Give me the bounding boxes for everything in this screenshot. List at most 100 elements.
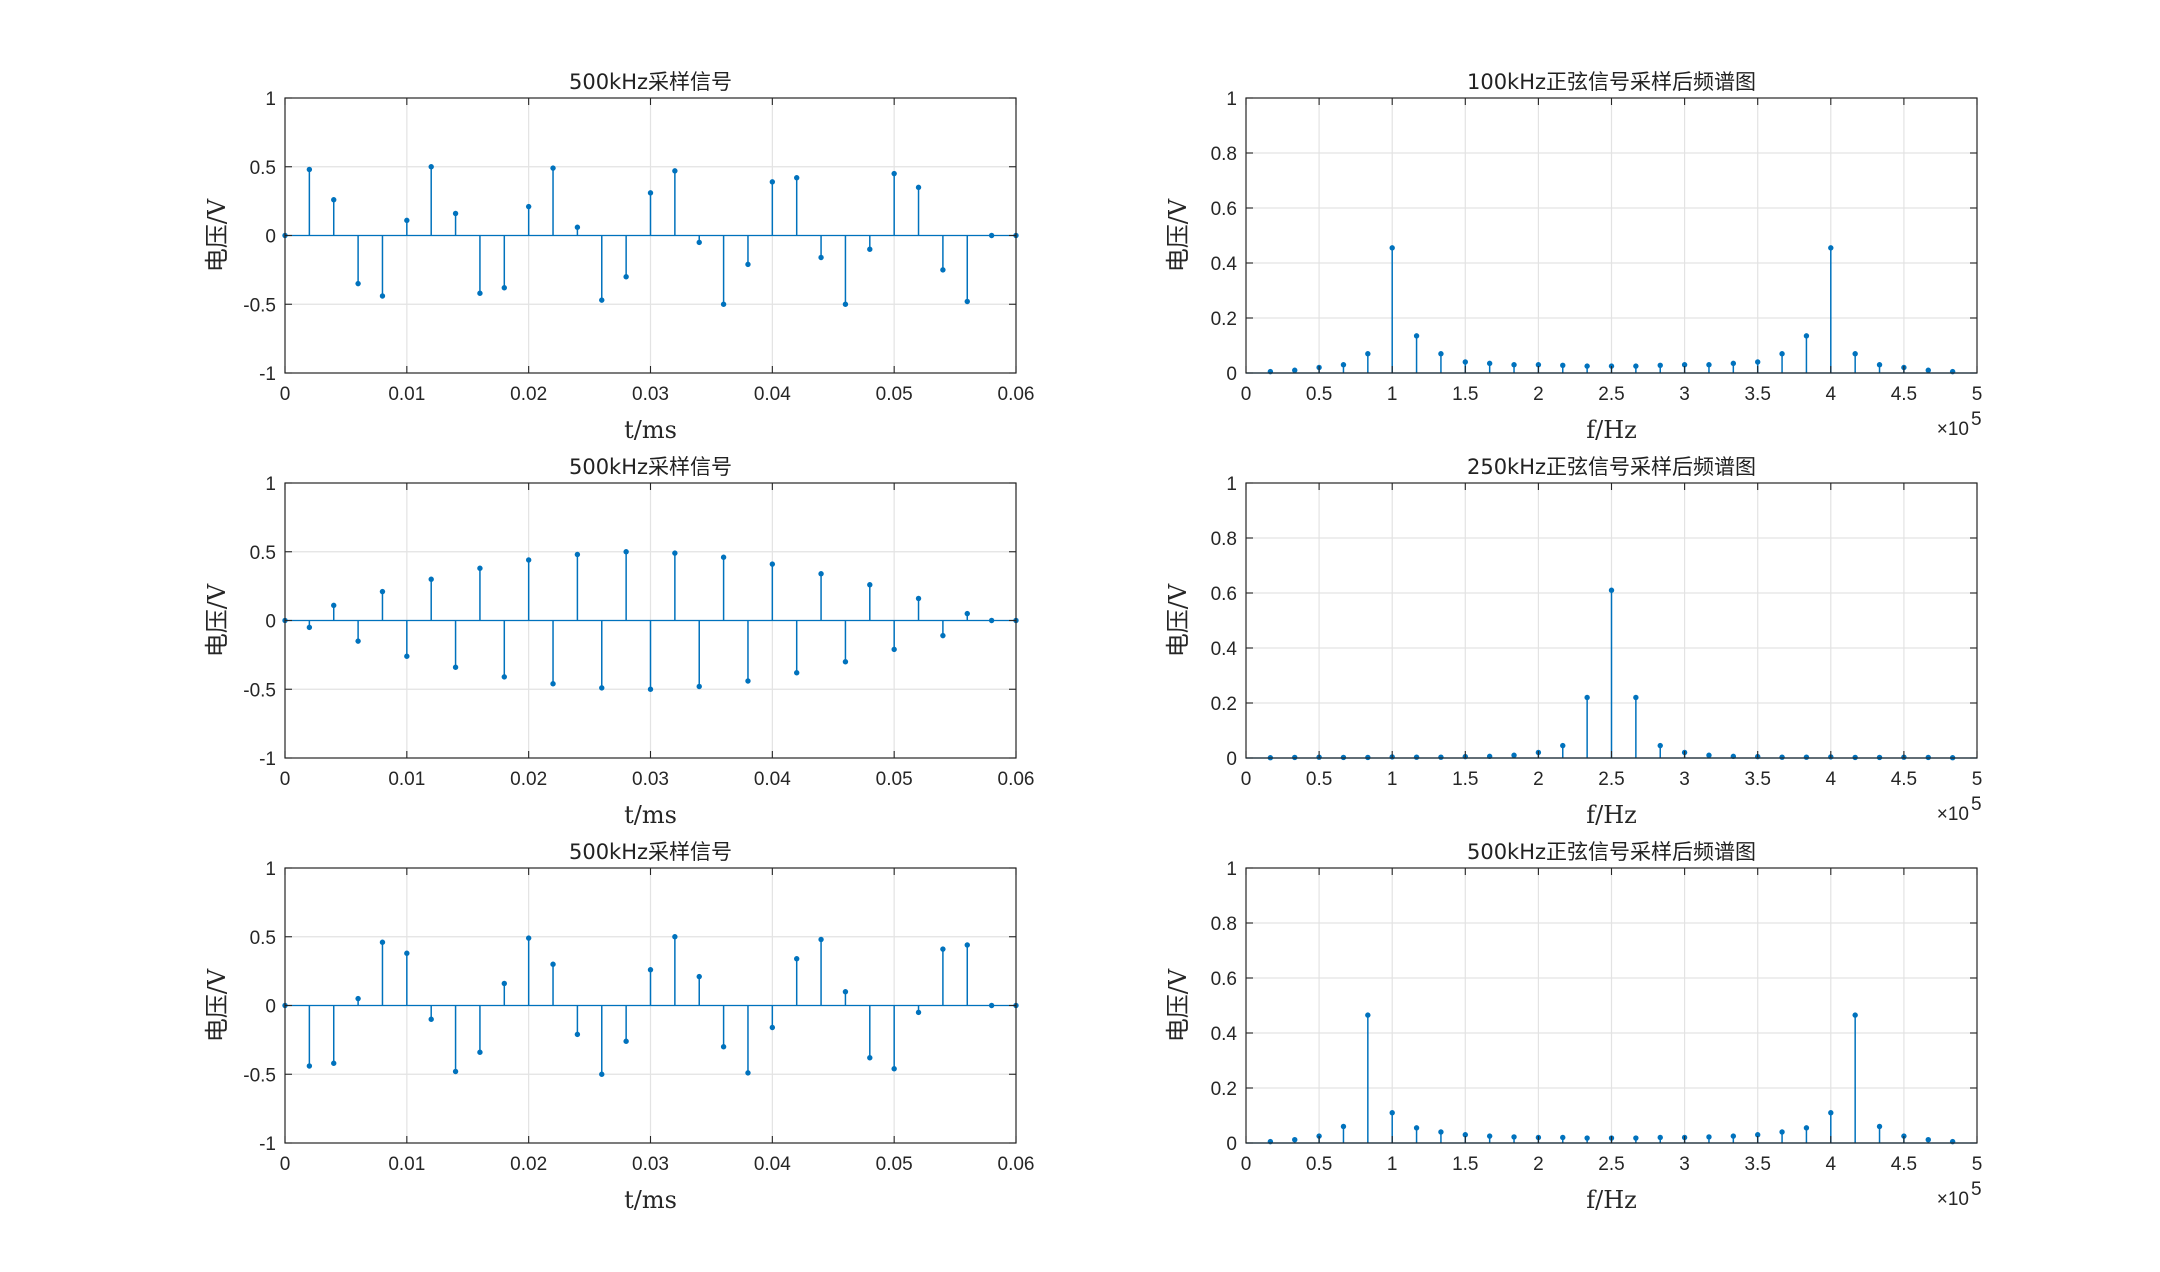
y-axis-label: 电压/V	[1164, 968, 1192, 1042]
y-tick-label: -1	[259, 1134, 276, 1155]
stem-marker	[891, 646, 897, 653]
y-axis-label: 电压/V	[203, 968, 231, 1042]
stem-marker	[745, 1070, 751, 1076]
stem-marker	[745, 678, 751, 684]
stem-marker	[769, 179, 776, 185]
x-tick-label: 1	[1387, 1154, 1398, 1175]
subplot-title: 500kHz采样信号	[569, 70, 732, 94]
y-tick-label: 0.4	[1211, 639, 1238, 660]
stem-marker	[1438, 1129, 1444, 1135]
stem-marker	[940, 632, 946, 639]
stem-marker	[306, 166, 313, 173]
x-tick-label: 2	[1533, 384, 1544, 405]
y-tick-label: 0	[1226, 749, 1237, 770]
stem-marker	[477, 290, 483, 296]
y-tick-label: 1	[1226, 474, 1237, 495]
stem-marker	[1365, 351, 1371, 357]
stem-marker	[867, 246, 873, 252]
y-tick-label: 1	[1226, 859, 1237, 880]
stem-marker	[1876, 1123, 1883, 1130]
x-tick-label: 0.01	[388, 769, 425, 790]
x-axis-label: f/Hz	[1586, 801, 1637, 829]
stem-marker	[769, 561, 776, 567]
y-axis-label: 电压/V	[203, 198, 231, 272]
stem-marker	[696, 239, 702, 246]
x-tick-label: 1	[1387, 384, 1398, 405]
stem-marker	[867, 1055, 873, 1061]
x-tick-label: 2.5	[1598, 769, 1624, 790]
stem-marker	[769, 1024, 776, 1031]
stem-marker	[988, 1002, 995, 1009]
x-tick-label: 0.04	[754, 384, 791, 405]
stem-marker	[1681, 362, 1688, 368]
subplot-4: 0 0.5 1 1.5 2 2.5 3 3.5 4 4.5 5 0 0.2 0.4 0.6 0.8 1 250kH…	[1164, 455, 1982, 829]
stem-marker	[1755, 359, 1761, 365]
x-tick-label: 0.5	[1306, 384, 1332, 405]
stem-marker	[1633, 363, 1639, 369]
x-axis-label: t/ms	[624, 1186, 677, 1214]
x-axis-label: t/ms	[624, 801, 677, 829]
stem-marker	[647, 967, 654, 973]
stem-marker	[331, 197, 337, 203]
x-tick-label: 0.5	[1306, 1154, 1332, 1175]
x-tick-label: 0.01	[388, 1154, 425, 1175]
x-tick-label: 3	[1679, 384, 1690, 405]
y-tick-label: 0.2	[1211, 1079, 1237, 1100]
x-tick-label: 3	[1679, 769, 1690, 790]
stem-marker	[1340, 1123, 1347, 1130]
stem-marker	[428, 1016, 434, 1022]
stem-marker	[1657, 362, 1663, 368]
stem-marker	[379, 588, 386, 595]
stem-marker	[1633, 1135, 1639, 1141]
x-tick-label: 0	[280, 1154, 291, 1175]
stem-marker	[1292, 1137, 1298, 1143]
stem-marker	[452, 1068, 459, 1075]
x-tick-label: 0.05	[876, 769, 913, 790]
subplot-title: 100kHz正弦信号采样后频谱图	[1467, 70, 1756, 94]
x-tick-label: 4	[1826, 384, 1837, 405]
stem-marker	[599, 1071, 605, 1077]
subplot-title: 500kHz采样信号	[569, 455, 732, 479]
stem-marker	[1730, 1133, 1737, 1139]
stem-marker	[428, 576, 434, 582]
subplot-1: 0 0.01 0.02 0.03 0.04 0.05 0.06 -1 -0.5 0 0.5 1 500k…	[203, 70, 1034, 444]
x-tick-label: 3.5	[1744, 769, 1770, 790]
stem-marker	[647, 190, 654, 196]
y-axis-label: 电压/V	[1164, 198, 1192, 272]
x-exponent-power: 5	[1971, 1179, 1982, 1200]
x-tick-label: 0.05	[876, 1154, 913, 1175]
stem-marker	[988, 617, 995, 624]
x-tick-label: 0	[280, 384, 291, 405]
stem-marker	[1584, 363, 1590, 369]
subplot-title: 500kHz正弦信号采样后频谱图	[1467, 840, 1756, 864]
stem-marker	[1560, 1134, 1566, 1141]
y-tick-label: 0.8	[1211, 144, 1237, 165]
x-tick-label: 4.5	[1891, 769, 1917, 790]
x-tick-label: 0.02	[510, 384, 547, 405]
stem-marker	[1462, 1132, 1469, 1138]
y-tick-label: 0.8	[1211, 914, 1237, 935]
stem-marker	[574, 1031, 581, 1038]
x-tick-label: 0.04	[754, 769, 791, 790]
x-axis-label: f/Hz	[1586, 416, 1637, 444]
stem-marker	[1413, 754, 1420, 760]
stem-marker	[1292, 367, 1298, 373]
x-tick-label: 0.02	[510, 1154, 547, 1175]
stem-marker	[1511, 362, 1517, 368]
stem-marker	[1438, 754, 1444, 760]
stem-marker	[1779, 351, 1785, 357]
stem-marker	[745, 261, 751, 268]
stem-marker	[1779, 754, 1785, 760]
stem-marker	[1755, 1132, 1761, 1138]
y-tick-label: 1	[1226, 89, 1237, 110]
x-tick-label: 0.01	[388, 384, 425, 405]
stem-marker	[1803, 333, 1810, 339]
y-tick-label: -0.5	[243, 680, 276, 701]
stem-marker	[550, 961, 556, 967]
stem-marker	[1486, 1133, 1493, 1139]
x-tick-label: 0.04	[754, 1154, 791, 1175]
x-tick-label: 4.5	[1891, 384, 1917, 405]
x-tick-label: 0.02	[510, 769, 547, 790]
stem-marker	[1560, 742, 1566, 749]
stem-marker	[306, 1063, 313, 1069]
